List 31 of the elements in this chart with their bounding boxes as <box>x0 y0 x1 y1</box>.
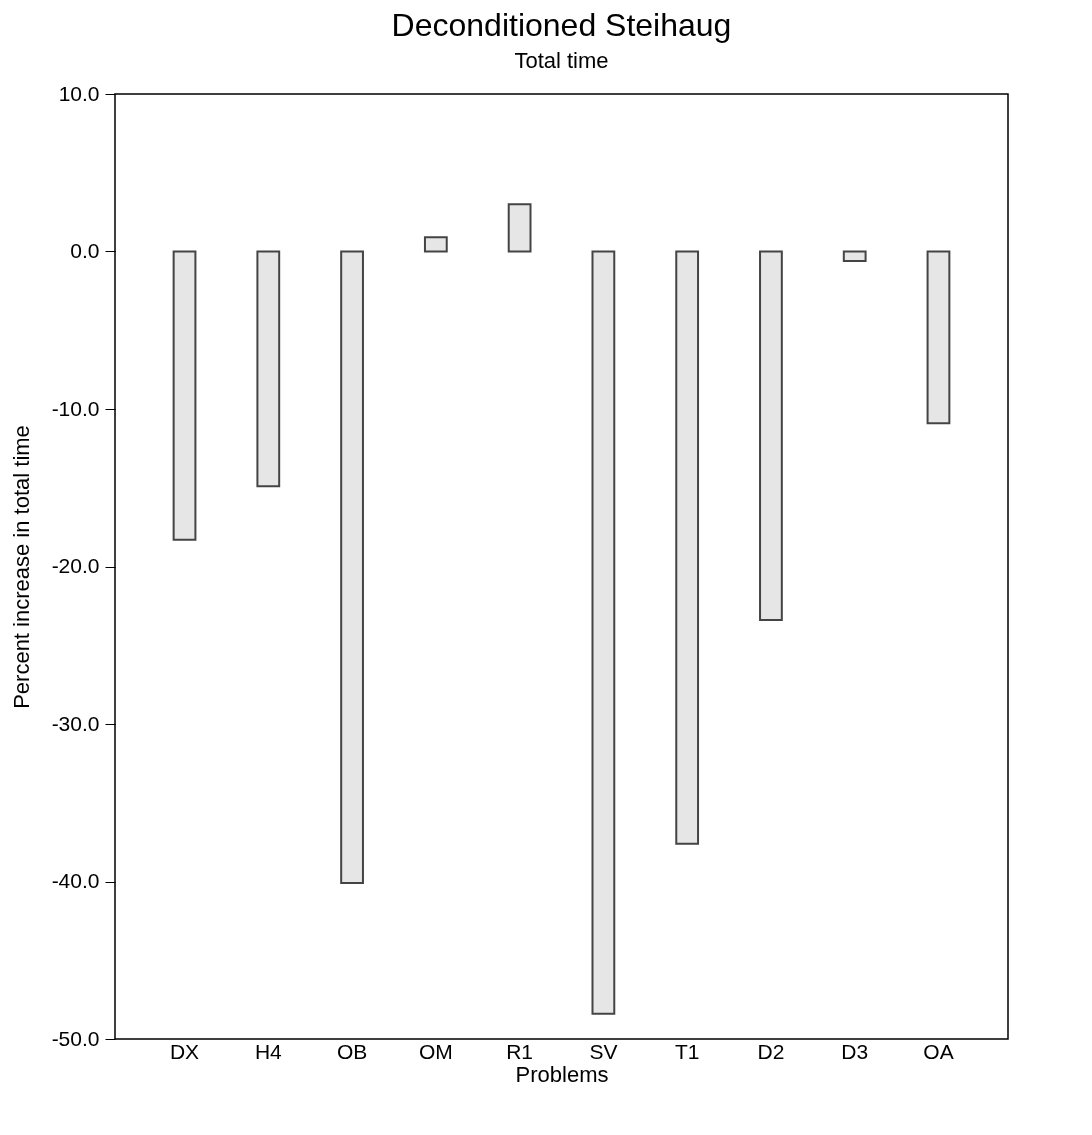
bar <box>675 250 700 845</box>
bar <box>423 236 448 253</box>
x-tick-label: OB <box>336 1039 368 1063</box>
chart-subtitle: Total time <box>514 48 609 73</box>
bar <box>172 250 197 541</box>
bar <box>926 250 951 425</box>
y-tick-label: 0.0 <box>70 239 100 262</box>
bar <box>591 250 616 1015</box>
y-tick-label: -30.0 <box>51 711 100 735</box>
y-tick-label: -40.0 <box>51 869 100 892</box>
x-tick-label: T1 <box>674 1039 700 1063</box>
x-tick-label: DX <box>169 1039 200 1063</box>
bar <box>759 250 783 622</box>
bar <box>340 250 364 885</box>
bar <box>256 250 281 488</box>
y-tick-label: -50.0 <box>51 1026 100 1050</box>
bar <box>507 203 532 253</box>
x-tick-label: H4 <box>254 1039 283 1063</box>
y-axis-title: Percent increase in total time <box>8 425 34 709</box>
x-tick-label: D2 <box>757 1039 785 1063</box>
y-tick-label: 10.0 <box>58 81 100 105</box>
x-tick-label: OM <box>418 1039 453 1063</box>
chart-title: Deconditioned Steihaug <box>391 7 732 43</box>
x-axis-title: Problems <box>515 1061 609 1087</box>
x-tick-label: R1 <box>506 1039 534 1063</box>
x-tick-label: OA <box>923 1039 954 1063</box>
x-tick-label: SV <box>589 1039 618 1063</box>
y-tick-label: -20.0 <box>51 554 100 577</box>
bar <box>842 250 867 262</box>
y-tick-label: -10.0 <box>51 396 100 420</box>
x-tick-label: D3 <box>841 1039 869 1063</box>
